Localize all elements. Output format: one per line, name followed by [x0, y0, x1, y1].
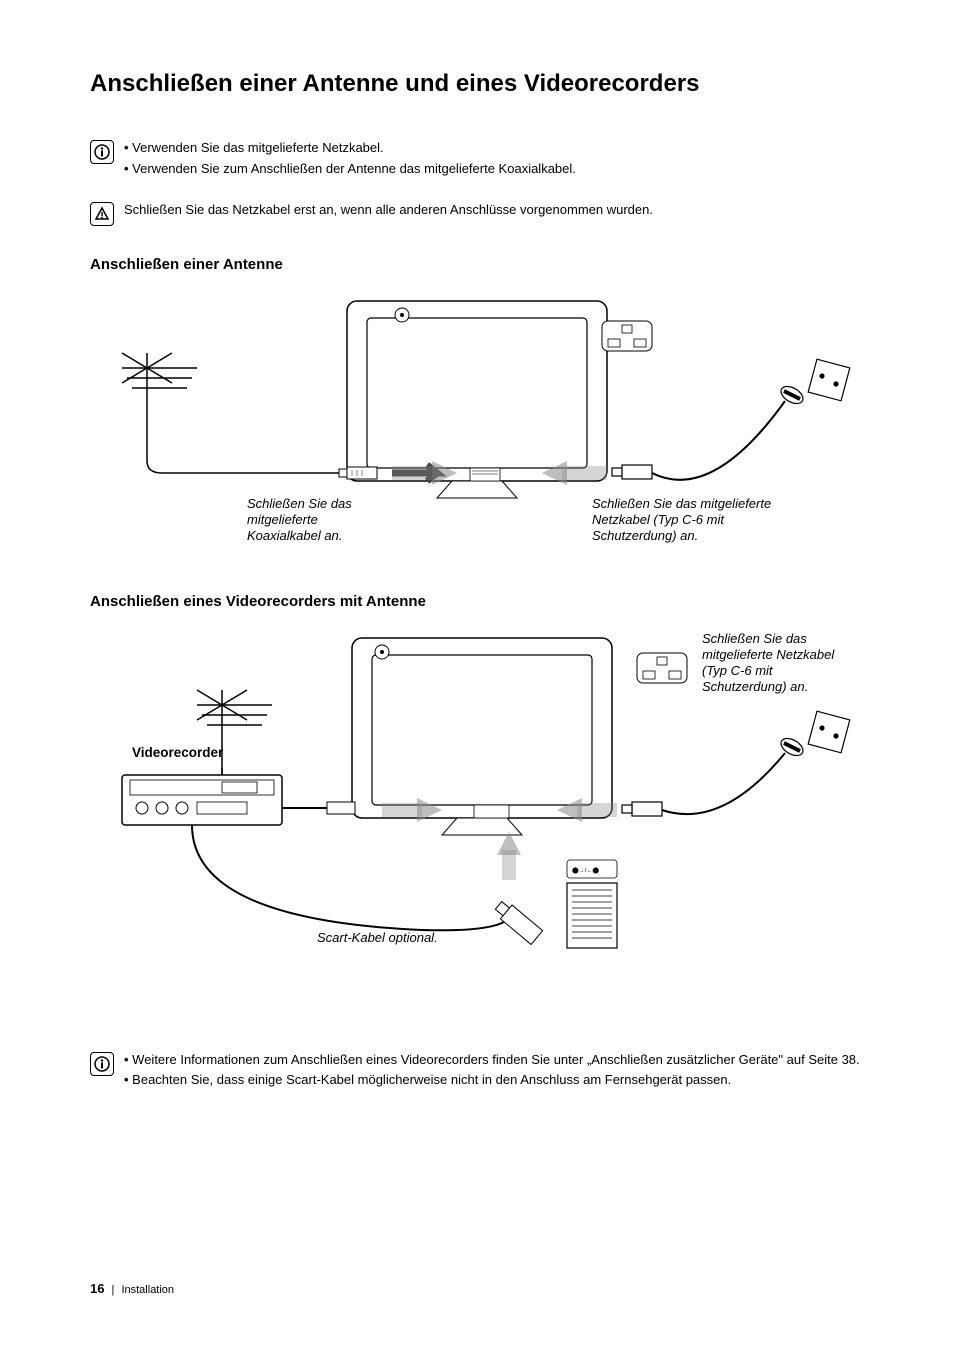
info-note-1: Verwenden Sie das mitgelieferte Netzkabe… — [90, 138, 864, 180]
info-icon — [90, 1052, 114, 1076]
svg-text:mitgelieferte: mitgelieferte — [247, 512, 318, 527]
svg-text:⬤→/←⬤: ⬤→/←⬤ — [572, 867, 599, 874]
svg-text:Schutzerdung) an.: Schutzerdung) an. — [702, 679, 808, 694]
info-note-1-item-2: Verwenden Sie zum Anschließen der Antenn… — [124, 159, 576, 180]
vcr-label: Videorecorder — [132, 745, 224, 760]
svg-text:Koaxialkabel an.: Koaxialkabel an. — [247, 528, 342, 543]
svg-text:(Typ C-6 mit: (Typ C-6 mit — [702, 663, 774, 678]
section-1-heading: Anschließen einer Antenne — [90, 256, 864, 273]
diagram-vcr: Videorecorder — [90, 620, 864, 1000]
warning-note-text: Schließen Sie das Netzkabel erst an, wen… — [124, 200, 653, 221]
page-footer: 16 | Installation — [90, 1281, 174, 1296]
svg-text:Schließen Sie das mitgeliefert: Schließen Sie das mitgelieferte — [592, 496, 771, 511]
warning-icon — [90, 202, 114, 226]
info-note-2-item-2: Beachten Sie, dass einige Scart-Kabel mö… — [124, 1070, 860, 1091]
info-note-2: Weitere Informationen zum Anschließen ei… — [90, 1050, 864, 1092]
page-title: Anschließen einer Antenne und eines Vide… — [90, 70, 864, 98]
svg-text:Netzkabel (Typ C-6 mit: Netzkabel (Typ C-6 mit — [592, 512, 725, 527]
info-icon — [90, 140, 114, 164]
svg-text:Scart-Kabel optional.: Scart-Kabel optional. — [317, 930, 438, 945]
info-note-1-item-1: Verwenden Sie das mitgelieferte Netzkabe… — [124, 138, 576, 159]
footer-section: Installation — [121, 1284, 174, 1296]
svg-text:Schutzerdung) an.: Schutzerdung) an. — [592, 528, 698, 543]
svg-text:mitgelieferte Netzkabel: mitgelieferte Netzkabel — [702, 647, 835, 662]
diagram-antenna: Schließen Sie das mitgelieferte Koaxialk… — [90, 283, 864, 563]
section-2-heading: Anschließen eines Videorecorders mit Ant… — [90, 593, 864, 610]
warning-note: Schließen Sie das Netzkabel erst an, wen… — [90, 200, 864, 226]
d1-cap-l1: Schließen Sie das — [247, 496, 352, 511]
page-number: 16 — [90, 1281, 104, 1296]
svg-text:Schließen Sie das: Schließen Sie das — [702, 631, 807, 646]
info-note-2-item-1: Weitere Informationen zum Anschließen ei… — [124, 1050, 860, 1071]
